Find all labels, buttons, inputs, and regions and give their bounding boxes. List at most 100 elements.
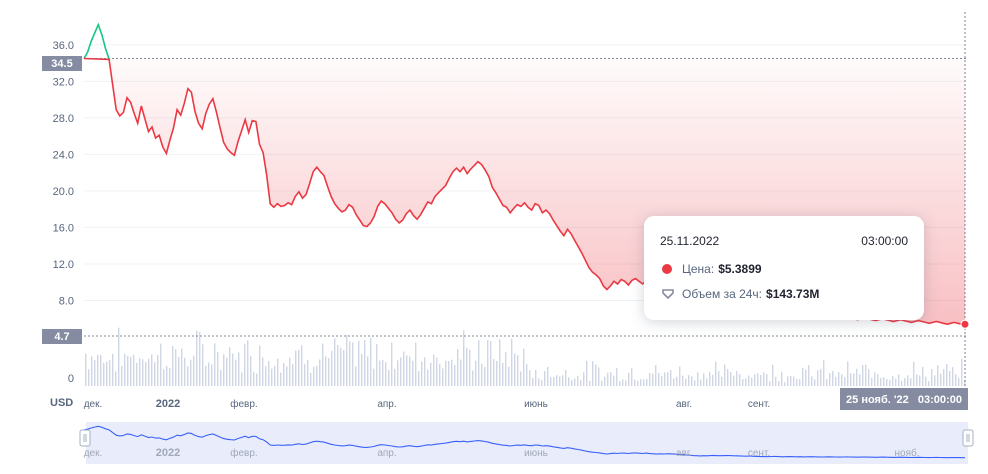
x-tick-label: дек. [84, 399, 103, 410]
navigator-x-tick-label: авг. [676, 448, 692, 459]
volume-bar [931, 369, 933, 386]
volume-bar [454, 364, 456, 386]
x-tick-label: сент. [748, 399, 770, 410]
volume-bar [631, 367, 633, 386]
volume-bar [658, 372, 660, 386]
range-navigator[interactable]: дек. 2022 февр. апр. июнь авг. сент. нояб. [79, 422, 974, 464]
volume-bar [199, 331, 201, 386]
x-tick-label: апр. [377, 399, 396, 410]
tooltip-volume-row: Объем за 24ч: $143.73M [662, 287, 819, 301]
volume-bar [745, 378, 747, 386]
volume-bar [367, 356, 369, 386]
volume-bar [748, 375, 750, 386]
volume-bar [196, 330, 198, 386]
volume-bar [787, 376, 789, 386]
navigator-right-handle[interactable] [962, 429, 974, 447]
volume-bar [574, 378, 576, 386]
volume-bar [895, 378, 897, 386]
volume-bar [832, 371, 834, 386]
volume-bar [622, 379, 624, 386]
navigator-x-tick-label: нояб. [894, 447, 919, 459]
volume-bar [673, 378, 675, 386]
volume-bar [583, 372, 585, 386]
volume-bar [916, 374, 918, 386]
volume-bar [727, 369, 729, 386]
volume-bar [922, 366, 924, 386]
y-tick-label: 28.0 [53, 113, 74, 125]
navigator-left-handle[interactable] [79, 429, 91, 447]
volume-bar [457, 349, 459, 386]
volume-bar [958, 377, 960, 386]
volume-bar [88, 369, 90, 386]
volume-bar [619, 381, 621, 386]
volume-bar [817, 370, 819, 386]
volume-bar [274, 365, 276, 386]
volume-bar [505, 351, 507, 386]
volume-bar [430, 362, 432, 386]
volume-bar [961, 358, 963, 386]
volume-bar [571, 380, 573, 386]
volume-bar [370, 337, 372, 386]
volume-bar [502, 362, 504, 386]
volume-bar [835, 376, 837, 386]
volume-bar [277, 358, 279, 386]
volume-bar [406, 355, 408, 386]
y-tick-label: 36.0 [53, 40, 74, 52]
volume-bar [100, 354, 102, 386]
volume-bar [511, 338, 513, 386]
volume-bar [646, 379, 648, 386]
volume-bar [358, 340, 360, 386]
volume-bar [436, 357, 438, 386]
tooltip-time: 03:00:00 [861, 234, 908, 248]
volume-bar [790, 375, 792, 386]
volume-bar [529, 370, 531, 386]
volume-bar [463, 330, 465, 386]
volume-bar [127, 355, 129, 386]
volume-bar [805, 369, 807, 386]
volume-bar [829, 373, 831, 386]
volume-bar [448, 360, 450, 386]
volume-bar [775, 376, 777, 386]
volume-bar [340, 347, 342, 386]
volume-bar [652, 373, 654, 386]
volume-bar [655, 364, 657, 386]
last-price-label: 4.7 [54, 331, 69, 343]
volume-bar [739, 374, 741, 386]
volume-bar [712, 374, 714, 386]
volume-bar [310, 372, 312, 386]
volume-bar [169, 368, 171, 386]
volume-bar [844, 377, 846, 386]
volume-bar [913, 361, 915, 386]
volume-bar [517, 355, 519, 386]
volume-bar [106, 361, 108, 386]
y-axis: 0 8.0 12.0 16.0 20.0 24.0 28.0 32.0 36.0 [53, 40, 74, 385]
volume-bar [229, 347, 231, 386]
volume-bar [493, 359, 495, 386]
volume-bar [385, 362, 387, 386]
volume-bar [553, 376, 555, 386]
volume-bar [322, 343, 324, 386]
volume-bar [802, 367, 804, 386]
volume-bar [451, 359, 453, 386]
x-tick-label: 2022 [156, 398, 180, 410]
volume-bar [901, 380, 903, 386]
volume-bar [184, 357, 186, 386]
volume-bar [136, 362, 138, 386]
volume-bar [157, 354, 159, 386]
volume-bar [388, 369, 390, 386]
volume-bar [226, 357, 228, 386]
volume-bar [121, 365, 123, 386]
volume-bar [193, 355, 195, 386]
price-line-up [83, 22, 110, 60]
volume-bar [346, 334, 348, 386]
volume-bar [391, 342, 393, 386]
volume-bar [751, 377, 753, 386]
volume-bar [547, 367, 549, 386]
volume-bar [898, 374, 900, 386]
volume-bar [253, 371, 255, 386]
volume-bar [796, 378, 798, 386]
volume-bar [421, 361, 423, 386]
volume-bar [706, 378, 708, 386]
navigator-x-tick-label: февр. [230, 447, 257, 459]
volume-bar [697, 372, 699, 386]
